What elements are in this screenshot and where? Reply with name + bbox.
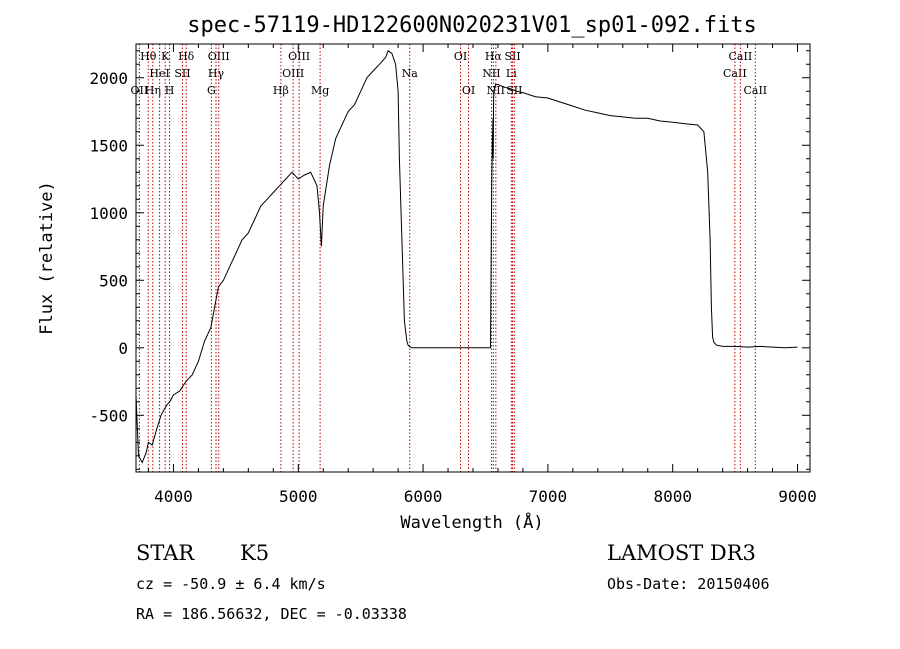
line-marker-label: Hβ: [273, 84, 289, 97]
line-marker-label: CaII: [729, 50, 753, 63]
y-tick-label: 2000: [89, 69, 128, 88]
ra-dec: RA = 186.56632, DEC = -0.03338: [136, 605, 407, 623]
line-marker-label: OI: [462, 84, 475, 97]
x-tick-label: 6000: [404, 487, 443, 506]
line-marker-label: Hθ: [140, 50, 157, 63]
x-axis-label: Wavelength (Å): [400, 511, 543, 533]
line-marker-label: Li: [506, 67, 517, 80]
line-marker-label: HeI: [149, 67, 169, 80]
line-marker-label: K: [161, 50, 170, 63]
line-marker-label: Mg: [311, 84, 329, 97]
y-tick-label: 0: [118, 339, 128, 358]
line-marker-label: CaII: [743, 84, 767, 97]
x-tick-label: 9000: [778, 487, 817, 506]
line-marker-label: OI: [454, 50, 467, 63]
object-subclass: K5: [240, 541, 269, 565]
line-marker-label: SII: [174, 67, 190, 80]
x-tick-label: 7000: [529, 487, 568, 506]
y-axis-label: Flux (relative): [37, 181, 57, 335]
line-marker-label: OII: [131, 84, 149, 97]
x-axis: 4000 5000 6000 7000 8000 9000: [147, 44, 817, 506]
object-class: STAR: [136, 541, 195, 565]
y-tick-label: 1000: [89, 204, 128, 223]
line-marker-label: OIII: [288, 50, 310, 63]
line-marker-label: Na: [402, 67, 419, 80]
line-marker-label: OIII: [282, 67, 304, 80]
line-marker-label: Hδ: [178, 50, 195, 63]
y-tick-label: 1500: [89, 136, 128, 155]
line-marker-label: NII: [487, 84, 505, 97]
y-tick-label: 500: [99, 271, 128, 290]
line-marker-label: OIII: [208, 50, 230, 63]
emission-line-markers: OII Hθ Hη HeI K H SII Hδ G Hγ OIII Hβ OIII OIII Mg Na OI…: [131, 44, 767, 472]
line-marker-label: Hγ: [208, 67, 225, 80]
y-tick-label: -500: [89, 406, 128, 425]
chart-title: spec-57119-HD122600N020231V01_sp01-092.f…: [187, 13, 757, 38]
line-marker-label: Hη: [145, 84, 161, 97]
line-marker-label: H: [165, 84, 175, 97]
x-tick-label: 4000: [154, 487, 193, 506]
spectrum-line: [135, 50, 798, 464]
y-axis: -500 0 500 1000 1500 2000: [89, 50, 810, 470]
line-marker-label: NII: [482, 67, 500, 80]
observation-date: Obs-Date: 20150406: [607, 575, 770, 593]
x-tick-label: 5000: [279, 487, 318, 506]
redshift-cz: cz = -50.9 ± 6.4 km/s: [136, 575, 326, 593]
x-tick-label: 8000: [653, 487, 692, 506]
line-marker-label: SII: [504, 50, 520, 63]
survey-name: LAMOST DR3: [607, 541, 756, 565]
line-marker-label: CaII: [723, 67, 747, 80]
line-marker-label: Hα: [485, 50, 503, 63]
plot-frame: [135, 43, 811, 473]
line-marker-label: G: [207, 84, 216, 97]
